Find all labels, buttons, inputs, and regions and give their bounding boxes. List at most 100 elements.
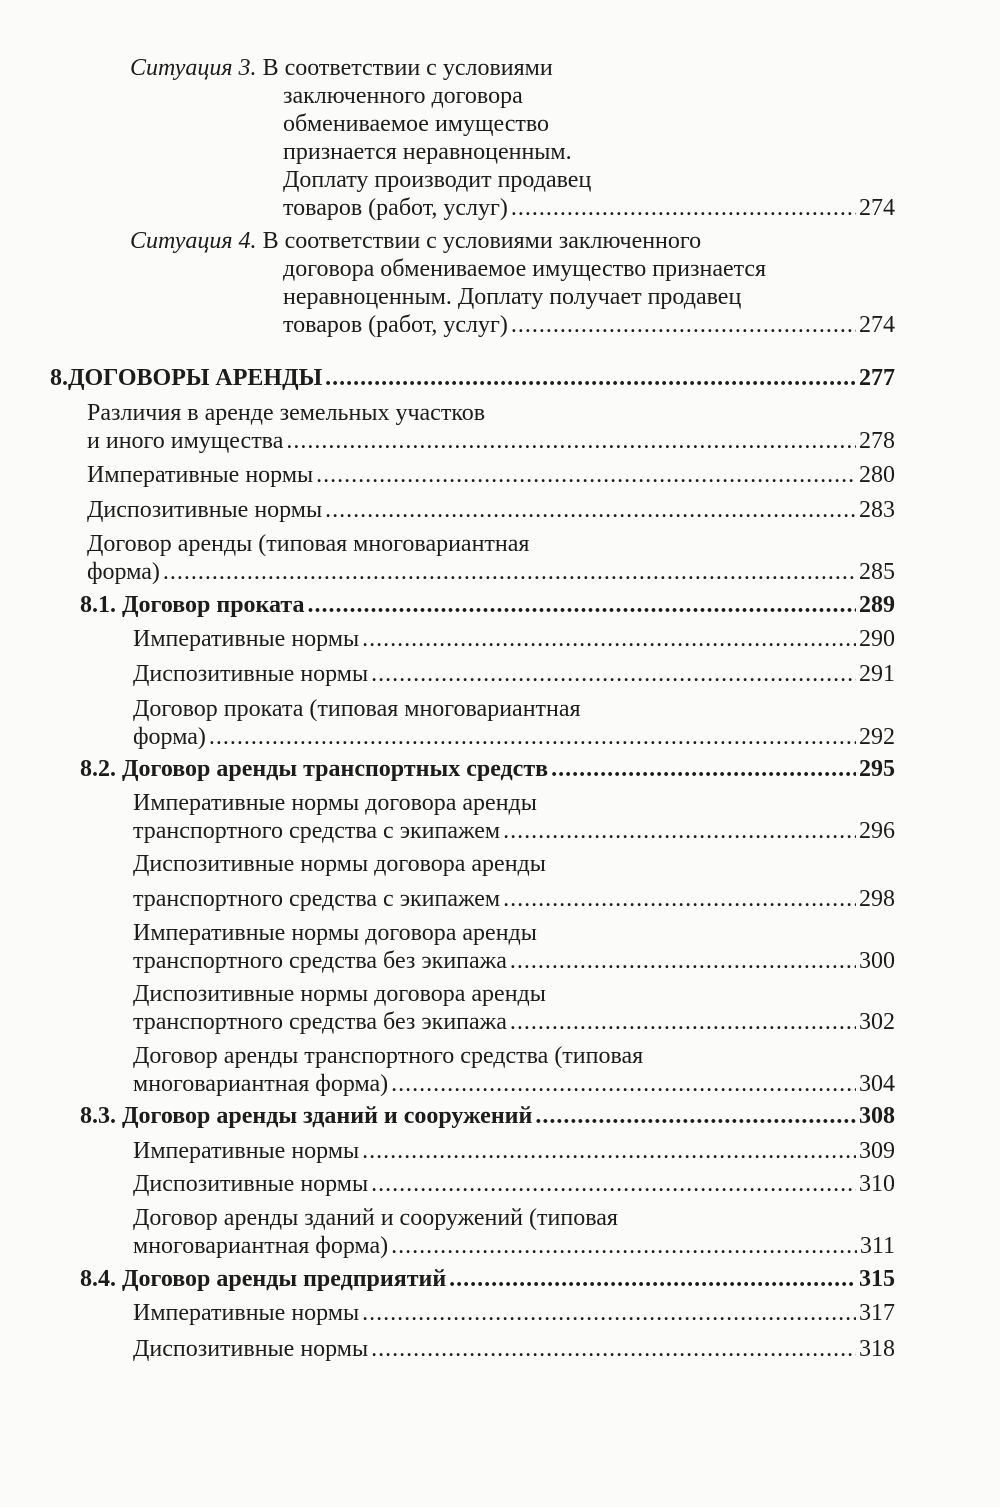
toc-entry: 8.4. Договор аренды предприятий 315	[80, 1265, 895, 1293]
toc-entry-text: Различия в аренде земельных участков	[87, 400, 486, 426]
toc-entry: Императивные нормы 290	[133, 625, 895, 653]
toc-line: Договор проката (типовая многовариантная	[133, 695, 895, 723]
toc-entry-text: В соответствии с условиями заключенного	[262, 228, 702, 254]
dot-leader	[209, 723, 856, 751]
toc-line: Диспозитивные нормы 291	[133, 660, 895, 688]
toc-line: транспортного средства без экипажа 300	[133, 947, 895, 975]
page-number: 318	[859, 1336, 895, 1362]
dot-leader	[511, 194, 856, 222]
toc-entry-text: Диспозитивные нормы договора аренды	[133, 981, 546, 1007]
page-number: 310	[859, 1171, 895, 1197]
toc-entry: Диспозитивные нормы 318	[133, 1335, 895, 1363]
toc-line: договора обмениваемое имущество признает…	[130, 255, 895, 283]
toc-entry: Императивные нормы 280	[87, 461, 895, 489]
toc-entry: Диспозитивные нормы 291	[133, 660, 895, 688]
page-number: 300	[859, 948, 895, 974]
toc-line: Диспозитивные нормы договора аренды	[133, 850, 895, 878]
toc-entry: Диспозитивные нормы договора аренды транс…	[133, 850, 895, 913]
toc-entry-text: 8.3. Договор аренды зданий и сооружений	[80, 1103, 533, 1129]
page-number: 278	[859, 428, 895, 454]
page-number: 308	[859, 1103, 895, 1129]
toc-line: форма) 292	[133, 723, 895, 751]
page-number: 277	[859, 365, 895, 391]
toc-entry-text: 8.4. Договор аренды предприятий	[80, 1266, 447, 1292]
toc-entry: Диспозитивные нормы 283	[87, 496, 895, 524]
toc-entry: Императивные нормы 309	[133, 1137, 895, 1165]
dot-leader	[391, 1070, 856, 1098]
page-number: 302	[859, 1009, 895, 1035]
toc-entry: 8.ДОГОВОРЫ АРЕНДЫ 277	[50, 364, 895, 392]
toc-line: транспортного средства с экипажем 298	[133, 885, 895, 913]
toc-line: товаров (работ, услуг) 274	[130, 311, 895, 339]
toc-entry-text: ДОГОВОРЫ АРЕНДЫ	[68, 365, 323, 391]
dot-leader	[362, 625, 856, 653]
chapter-number: 8.	[50, 365, 68, 391]
toc-entry-text: Договор аренды (типовая многовариантная	[87, 531, 530, 557]
situation-label: Ситуация 4.	[130, 228, 257, 254]
dot-leader	[307, 591, 856, 619]
toc-entry: Императивные нормы договора аренды трансп…	[133, 789, 895, 845]
dot-leader	[325, 364, 856, 392]
dot-leader	[371, 1335, 856, 1363]
toc-entry-text: Диспозитивные нормы	[87, 497, 323, 523]
toc-entry-text: Императивные нормы	[87, 462, 314, 488]
toc-entry-text: Императивные нормы	[133, 626, 360, 652]
toc-line: Императивные нормы договора аренды	[133, 789, 895, 817]
toc-line: обмениваемое имущество	[130, 110, 895, 138]
page-number: 274	[859, 195, 895, 221]
toc-line: Императивные нормы 290	[133, 625, 895, 653]
toc-entry-text: транспортного средства без экипажа	[133, 948, 507, 974]
toc-entry: Договор аренды транспортного средства (т…	[133, 1042, 895, 1098]
toc-line: 8.4. Договор аренды предприятий 315	[80, 1265, 895, 1293]
toc-line: неравноценным. Доплату получает продавец	[130, 283, 895, 311]
toc-entry-text: Императивные нормы	[133, 1300, 360, 1326]
page-number: 298	[859, 886, 895, 912]
toc-entry-text: транспортного средства с экипажем	[133, 886, 501, 912]
toc-entry-text: Доплату производит продавец	[283, 167, 592, 193]
page-number: 315	[859, 1266, 895, 1292]
toc-line: признается неравноценным.	[130, 138, 895, 166]
toc-entry-text: транспортного средства без экипажа	[133, 1009, 507, 1035]
toc-entry-text: Императивные нормы договора аренды	[133, 920, 537, 946]
toc-entry-text: обмениваемое имущество	[283, 111, 550, 137]
toc-line: Диспозитивные нормы 310	[133, 1170, 895, 1198]
page-number: 291	[859, 661, 895, 687]
toc-entry: Договор аренды (типовая многовариантная ф…	[87, 530, 895, 586]
toc-entry: Императивные нормы договора аренды трансп…	[133, 919, 895, 975]
page-number: 309	[859, 1138, 895, 1164]
toc-line: Ситуация 3. В соответствии с условиями	[130, 54, 895, 82]
toc-line: Различия в аренде земельных участков	[87, 399, 895, 427]
page-number: 296	[859, 818, 895, 844]
toc-line: Диспозитивные нормы договора аренды	[133, 980, 895, 1008]
toc-entry-text: товаров (работ, услуг)	[283, 195, 508, 221]
dot-leader	[325, 496, 856, 524]
dot-leader	[510, 1008, 856, 1036]
toc-first-line: Ситуация 4. В соответствии с условиями з…	[130, 227, 701, 255]
toc-entry-text: договора обмениваемое имущество признает…	[283, 256, 767, 282]
toc-entry-text: форма)	[133, 724, 206, 750]
page-number: 304	[859, 1071, 895, 1097]
dot-leader	[163, 558, 856, 586]
toc-entry-text: Диспозитивные нормы договора аренды	[133, 851, 546, 877]
toc-entry-text: Договор аренды зданий и сооружений (типо…	[133, 1205, 618, 1231]
toc-line: Императивные нормы 280	[87, 461, 895, 489]
page-number: 311	[859, 1233, 895, 1259]
toc-entry-text: транспортного средства с экипажем	[133, 818, 501, 844]
dot-leader	[371, 1170, 856, 1198]
toc-line: Договор аренды транспортного средства (т…	[133, 1042, 895, 1070]
toc-entry-text: признается неравноценным.	[283, 139, 572, 165]
page-number: 283	[859, 497, 895, 523]
toc-line: 8.ДОГОВОРЫ АРЕНДЫ 277	[50, 364, 895, 392]
situation-label: Ситуация 3.	[130, 55, 257, 81]
toc-entry: Договор проката (типовая многовариантная…	[133, 695, 895, 751]
toc-entry: Ситуация 3. В соответствии с условиями за…	[130, 54, 895, 222]
page-number: 285	[859, 559, 895, 585]
toc-entry-text: и иного имущества	[87, 428, 284, 454]
toc-entry: Договор аренды зданий и сооружений (типо…	[133, 1204, 895, 1260]
toc-line: Договор аренды (типовая многовариантная	[87, 530, 895, 558]
page-number: 295	[859, 756, 895, 782]
dot-leader	[362, 1299, 856, 1327]
toc-line: Императивные нормы 317	[133, 1299, 895, 1327]
toc-entry-text: Диспозитивные нормы	[133, 1171, 369, 1197]
page-number: 274	[859, 312, 895, 338]
